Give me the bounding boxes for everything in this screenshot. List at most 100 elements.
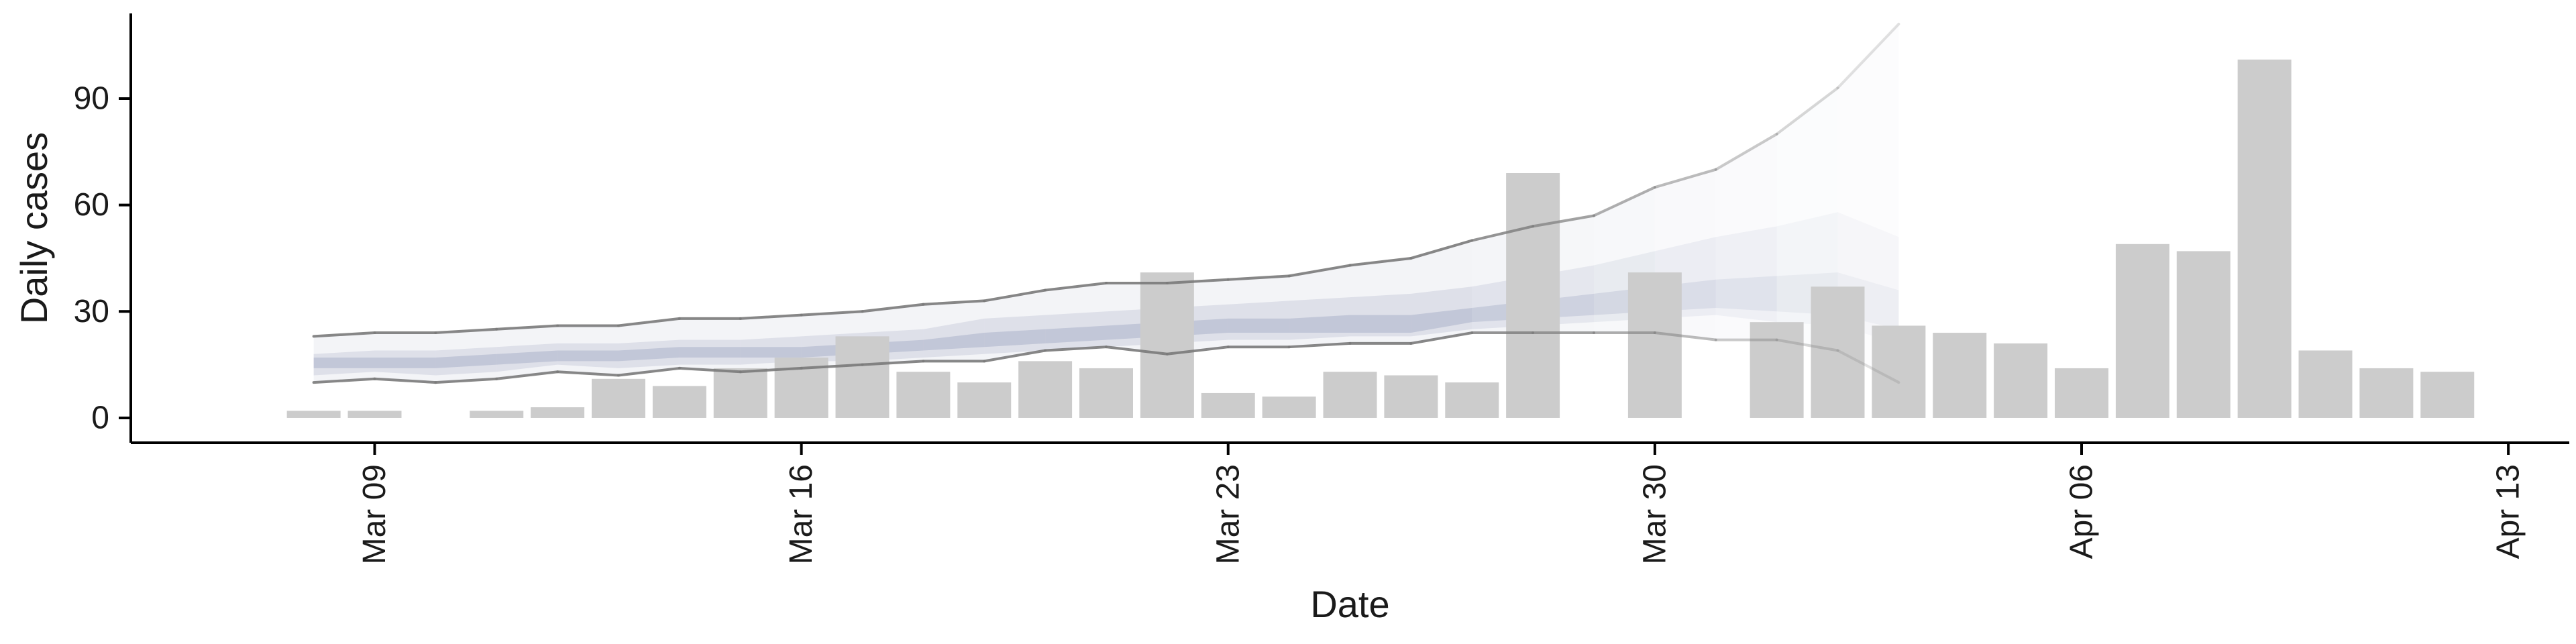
upper-bound-line-segment — [617, 317, 681, 327]
upper-bound-line-segment — [1348, 256, 1413, 267]
band-20-segment — [984, 329, 1046, 347]
lower-bound-line-segment — [312, 377, 376, 384]
bar — [1262, 396, 1316, 418]
band-90-segment — [374, 333, 436, 383]
bar — [2115, 244, 2169, 418]
upper-bound-line-segment — [1409, 239, 1474, 260]
upper-bound-line-segment — [1287, 264, 1352, 278]
band-50-segment — [984, 315, 1046, 354]
upper-bound-line-segment — [861, 303, 925, 313]
bars-group — [286, 59, 2475, 418]
lower-bound-line-segment — [617, 366, 681, 377]
band-20-segment — [679, 347, 741, 358]
lower-bound-line-segment — [1044, 345, 1108, 352]
bar — [1323, 372, 1377, 418]
band-20-segment — [374, 358, 436, 368]
band-20-segment — [496, 350, 558, 365]
lower-bound-line-segment — [1409, 331, 1474, 345]
upper-bound-line-segment — [1044, 281, 1108, 292]
band-90-segment — [1228, 276, 1289, 347]
band-20-segment — [1411, 308, 1472, 333]
lower-bound-line-segment — [678, 366, 742, 374]
band-90-segment — [1350, 258, 1411, 343]
band-50-segment — [1289, 297, 1350, 340]
band-20-segment — [1715, 276, 1777, 312]
x-tick-label: Mar 23 — [1210, 464, 1246, 564]
lower-bound-line-segment — [861, 360, 925, 366]
lower-bound-line-segment — [1287, 341, 1352, 349]
band-50-segment — [435, 347, 497, 376]
upper-bound-line-segment — [1836, 22, 1900, 90]
y-tick-label: 60 — [74, 187, 109, 223]
upper-bound-line-segment — [1653, 168, 1717, 189]
upper-bound-line-segment — [434, 327, 498, 335]
bar — [896, 372, 951, 418]
band-20-segment — [1045, 325, 1106, 343]
bar — [531, 407, 585, 418]
bar — [1627, 272, 1682, 418]
band-50-segment — [1350, 293, 1411, 337]
lower-bound-line-segment — [556, 370, 620, 377]
band-20-segment — [619, 347, 680, 362]
upper-bound-line-segment — [1470, 225, 1535, 242]
band-90-segment — [1715, 133, 1777, 340]
band-50-segment — [1228, 301, 1289, 340]
y-axis-title: Daily cases — [13, 132, 55, 324]
bar — [652, 386, 706, 418]
x-tick-label: Apr 06 — [2064, 464, 2100, 559]
upper-bound-line-segment — [1714, 132, 1778, 171]
band-90-segment — [619, 318, 680, 376]
upper-bound-line-segment — [1165, 278, 1230, 284]
lower-bound-line-segment — [1836, 349, 1900, 384]
lower-bound-line-segment — [434, 377, 498, 384]
band-90-segment — [313, 333, 375, 383]
band-50-segment — [313, 350, 375, 376]
bar — [835, 336, 890, 418]
upper-bound-line-segment — [1226, 274, 1291, 281]
band-50-segment — [679, 339, 741, 365]
y-tick-label: 0 — [91, 400, 109, 435]
band-90-segment — [1045, 282, 1106, 351]
upper-bound-line-segment — [1775, 87, 1839, 136]
axes — [129, 13, 2569, 444]
band-50-segment — [923, 318, 985, 358]
band-20-segment — [923, 333, 985, 351]
upper-bound-line-segment — [1593, 186, 1656, 217]
x-tick-label: Apr 13 — [2491, 464, 2526, 559]
band-90-segment — [1289, 265, 1350, 347]
estimate-lines — [312, 22, 1900, 384]
band-50-segment — [619, 339, 680, 368]
upper-bound-line-segment — [495, 324, 559, 331]
band-90-segment — [557, 325, 619, 376]
bar — [2298, 350, 2353, 418]
bar — [2237, 59, 2292, 418]
lower-bound-line-segment — [739, 366, 803, 374]
bar — [2359, 368, 2414, 418]
lower-bound-line-segment — [1653, 331, 1717, 341]
band-20-segment — [1289, 315, 1350, 333]
bar — [957, 382, 1012, 418]
lower-bound-line-segment — [1775, 338, 1839, 352]
band-20-segment — [557, 350, 619, 362]
x-tick-label: Mar 09 — [357, 464, 392, 564]
x-tick-label: Mar 16 — [784, 464, 819, 564]
bar — [1811, 286, 1865, 418]
bar — [1994, 343, 2048, 418]
band-50-segment — [1045, 311, 1106, 351]
band-90-segment — [984, 290, 1046, 362]
lower-bound-line-segment — [1105, 345, 1169, 356]
bar — [286, 411, 341, 418]
band-90-segment — [1411, 240, 1472, 343]
upper-bound-line-segment — [922, 299, 986, 306]
bar — [1506, 173, 1560, 418]
lower-bound-line-segment — [1165, 345, 1230, 356]
upper-bound-line-segment — [983, 288, 1047, 303]
band-50-segment — [557, 343, 619, 368]
bar — [1445, 382, 1499, 418]
band-20-segment — [1350, 315, 1411, 333]
band-20-segment — [1228, 318, 1289, 333]
lower-bound-line-segment — [495, 370, 559, 380]
bar — [1750, 322, 1804, 418]
